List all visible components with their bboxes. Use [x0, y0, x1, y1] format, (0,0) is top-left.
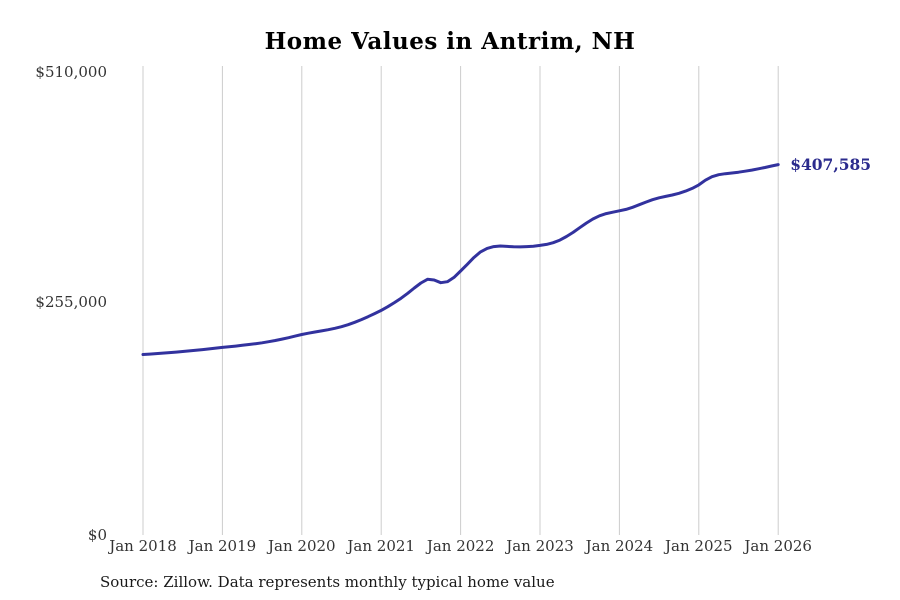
x-tick-label: Jan 2022	[425, 537, 495, 555]
y-tick-label-510000: $510,000	[35, 63, 107, 81]
x-tick-label: Jan 2024	[584, 537, 654, 555]
y-tick-label-0: $0	[88, 526, 107, 544]
x-tick-label: Jan 2020	[266, 537, 336, 555]
x-tick-label: Jan 2018	[107, 537, 177, 555]
x-tick-label: Jan 2019	[187, 537, 257, 555]
y-tick-label-255000: $255,000	[35, 293, 107, 311]
x-tick-label: Jan 2023	[504, 537, 574, 555]
source-note: Source: Zillow. Data represents monthly …	[100, 573, 555, 591]
y-axis-tick-labels: $0 $255,000 $510,000	[35, 63, 107, 544]
x-tick-label: Jan 2021	[345, 537, 415, 555]
chart-title: Home Values in Antrim, NH	[264, 28, 636, 55]
latest-value-annotation: $407,585	[790, 155, 871, 174]
x-axis-tick-labels: Jan 2018 Jan 2019 Jan 2020 Jan 2021 Jan 2022…	[107, 537, 812, 555]
x-tick-label: Jan 2025	[663, 537, 733, 555]
x-tick-label: Jan 2026	[742, 537, 812, 555]
home-value-line	[141, 163, 780, 356]
gridlines-group	[142, 66, 779, 535]
